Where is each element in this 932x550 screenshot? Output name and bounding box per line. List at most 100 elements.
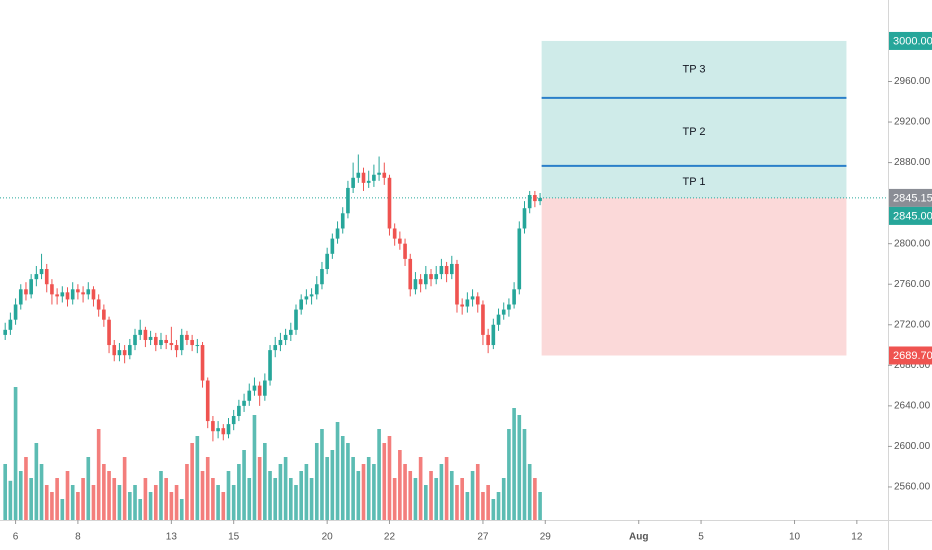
- volume-bar: [252, 415, 257, 520]
- volume-bar: [481, 492, 485, 520]
- candle-body: [475, 296, 480, 305]
- candle-body: [372, 174, 376, 181]
- volume-bar: [263, 443, 267, 520]
- candle-body: [226, 424, 231, 435]
- volume-bar: [257, 457, 262, 520]
- volume-bar: [377, 429, 381, 520]
- x-tick-label: Aug: [629, 532, 648, 543]
- candle-body: [159, 339, 163, 346]
- candle-body: [522, 208, 527, 229]
- price-badge: [889, 31, 932, 50]
- volume-bar: [34, 443, 39, 520]
- candle-body: [491, 324, 496, 346]
- candle-body: [185, 334, 189, 340]
- volume-bar: [44, 485, 49, 520]
- x-tick-label: 5: [698, 532, 704, 543]
- candle-body: [211, 421, 215, 432]
- volume-bar: [195, 436, 200, 520]
- candle-body: [392, 228, 397, 239]
- volume-bar: [247, 478, 252, 520]
- volume-bar: [372, 464, 376, 520]
- volume-bar: [439, 464, 444, 520]
- candle-body: [496, 314, 501, 325]
- candle-body: [133, 334, 137, 346]
- volume-bar: [444, 457, 449, 520]
- volume-bar: [70, 485, 75, 520]
- candle-body: [252, 385, 257, 391]
- volume-bar: [460, 478, 464, 520]
- volume-bar: [486, 485, 490, 520]
- volume-bar: [512, 408, 516, 520]
- candle-body: [96, 299, 101, 310]
- volume-bar: [403, 464, 407, 520]
- candle-body: [257, 385, 262, 396]
- profit-zone: [541, 40, 847, 199]
- candle-body: [143, 329, 148, 340]
- candle-body: [501, 309, 506, 315]
- volume-bar: [153, 485, 158, 520]
- volume-bar: [143, 478, 148, 520]
- volume-bar: [112, 478, 117, 520]
- volume-bar: [325, 457, 329, 520]
- candle-body: [320, 269, 324, 285]
- volume-bar: [55, 478, 59, 520]
- volume-bar: [221, 492, 226, 520]
- candle-body: [268, 350, 272, 381]
- volume-bar: [538, 492, 542, 520]
- candle-body: [403, 243, 407, 259]
- candle-body: [278, 339, 283, 346]
- candle-body: [304, 296, 309, 300]
- volume-bar: [408, 471, 413, 520]
- volume-bar: [491, 499, 496, 520]
- volume-bar: [96, 429, 101, 520]
- volume-bar: [424, 485, 428, 520]
- volume-bar: [278, 464, 283, 520]
- volume-bar: [122, 457, 127, 520]
- volume-bar: [366, 457, 371, 520]
- volume-bar: [304, 464, 309, 520]
- candle-body: [216, 428, 220, 432]
- volume-bar: [102, 464, 106, 520]
- candle-body: [346, 187, 350, 214]
- price-badge-label: 3000.00: [893, 35, 932, 47]
- x-tick-label: 27: [477, 532, 489, 543]
- y-tick-label: 2880.00: [894, 157, 931, 168]
- candle-body: [34, 274, 39, 280]
- candle-body: [102, 309, 106, 320]
- volume-bar: [309, 478, 314, 520]
- candle-body: [434, 274, 439, 280]
- volume-bar: [429, 471, 433, 520]
- candle-body: [190, 339, 194, 346]
- volume-bar: [351, 457, 355, 520]
- volume-bar: [268, 471, 272, 520]
- volume-bar: [133, 485, 137, 520]
- volume-bar: [138, 499, 143, 520]
- candle-body: [122, 350, 127, 356]
- volume-bar: [205, 457, 210, 520]
- volume-bar: [128, 492, 132, 520]
- candle-body: [174, 345, 179, 351]
- volume-bar: [91, 485, 96, 520]
- candle-body: [29, 279, 33, 295]
- y-tick-label: 2960.00: [894, 76, 931, 87]
- candle-body: [164, 339, 168, 344]
- candle-body: [237, 405, 241, 416]
- candle-body: [200, 345, 205, 381]
- volume-bar: [340, 436, 345, 520]
- candle-body: [299, 299, 304, 310]
- candle-body: [335, 228, 340, 239]
- volume-bar: [418, 457, 423, 520]
- volume-bar: [76, 492, 80, 520]
- candle-body: [429, 274, 433, 280]
- candle-body: [424, 274, 428, 285]
- candle-body: [128, 345, 132, 356]
- candle-body: [408, 258, 413, 290]
- candle-body: [70, 289, 75, 300]
- candle-body: [153, 336, 158, 346]
- volume-bar: [185, 464, 189, 520]
- candle-body: [50, 284, 54, 295]
- candle-body: [117, 350, 122, 356]
- x-tick-label: 8: [75, 532, 81, 543]
- volume-bar: [164, 478, 168, 520]
- volume-bar: [18, 471, 23, 520]
